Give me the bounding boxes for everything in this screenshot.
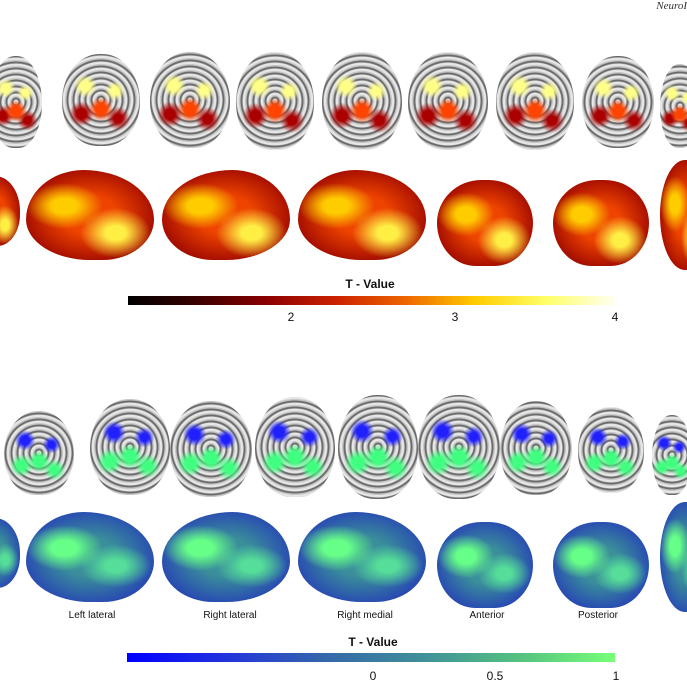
view-label-right-medial: Right medial bbox=[337, 610, 393, 621]
bottom-axial-slice-2 bbox=[90, 399, 170, 495]
bottom-cortical-surface-5 bbox=[437, 522, 533, 608]
bottom-colorbar bbox=[127, 653, 615, 662]
view-label-anterior: Anterior bbox=[469, 610, 505, 621]
bottom-axial-slice-7 bbox=[500, 401, 572, 495]
top-axial-slice-9 bbox=[660, 64, 687, 148]
top-colorbar-title: T - Value bbox=[345, 277, 395, 291]
journal-header-fragment: NeuroI bbox=[656, 0, 687, 12]
bottom-cortical-surface-3 bbox=[162, 512, 290, 602]
top-axial-slice-3 bbox=[150, 52, 230, 148]
view-label-right-lateral: Right lateral bbox=[203, 610, 257, 621]
bottom-cortical-surface-4 bbox=[298, 512, 426, 602]
bottom-colorbar-tick-1: 1 bbox=[612, 669, 620, 683]
top-cortical-surfaces-row bbox=[0, 160, 687, 270]
top-colorbar-tick-4: 4 bbox=[611, 310, 619, 324]
bottom-colorbar-tick-0-5: 0.5 bbox=[486, 669, 504, 683]
top-axial-slice-8 bbox=[582, 56, 654, 148]
top-colorbar-tick-2: 2 bbox=[287, 310, 295, 324]
top-axial-slice-5 bbox=[322, 52, 402, 150]
top-axial-slice-4 bbox=[236, 52, 314, 150]
bottom-cortical-surface-1 bbox=[0, 518, 20, 588]
top-cortical-surface-6 bbox=[553, 180, 649, 266]
bottom-axial-slices-row bbox=[0, 395, 687, 500]
bottom-axial-slice-8 bbox=[578, 407, 644, 493]
bottom-cortical-surfaces-row bbox=[0, 502, 687, 612]
bottom-cortical-surface-2 bbox=[26, 512, 154, 602]
bottom-axial-slice-9 bbox=[652, 415, 687, 495]
top-colorbar bbox=[128, 296, 615, 305]
top-cortical-surface-5 bbox=[437, 180, 533, 266]
bottom-colorbar-tick-0: 0 bbox=[369, 669, 377, 683]
top-axial-slice-1 bbox=[0, 56, 42, 148]
top-axial-slice-6 bbox=[408, 52, 488, 150]
top-axial-slices-row bbox=[0, 52, 687, 152]
bottom-cortical-surface-6 bbox=[553, 522, 649, 608]
view-label-posterior: Posterior bbox=[577, 610, 619, 621]
bottom-colorbar-title: T - Value bbox=[348, 635, 398, 649]
bottom-axial-slice-5 bbox=[338, 395, 418, 499]
top-axial-slice-7 bbox=[496, 52, 574, 150]
bottom-axial-slice-6 bbox=[418, 395, 500, 499]
bottom-cortical-surface-7 bbox=[660, 502, 687, 612]
top-cortical-surface-2 bbox=[26, 170, 154, 260]
bottom-axial-slice-4 bbox=[255, 397, 335, 497]
top-cortical-surface-7 bbox=[660, 160, 687, 270]
bottom-axial-slice-1 bbox=[4, 411, 74, 495]
bottom-axial-slice-3 bbox=[170, 401, 252, 497]
top-cortical-surface-3 bbox=[162, 170, 290, 260]
top-cortical-surface-4 bbox=[298, 170, 426, 260]
top-axial-slice-2 bbox=[62, 54, 140, 146]
top-colorbar-tick-3: 3 bbox=[451, 310, 459, 324]
view-label-left-lateral: Left lateral bbox=[68, 610, 116, 621]
top-cortical-surface-1 bbox=[0, 176, 20, 246]
